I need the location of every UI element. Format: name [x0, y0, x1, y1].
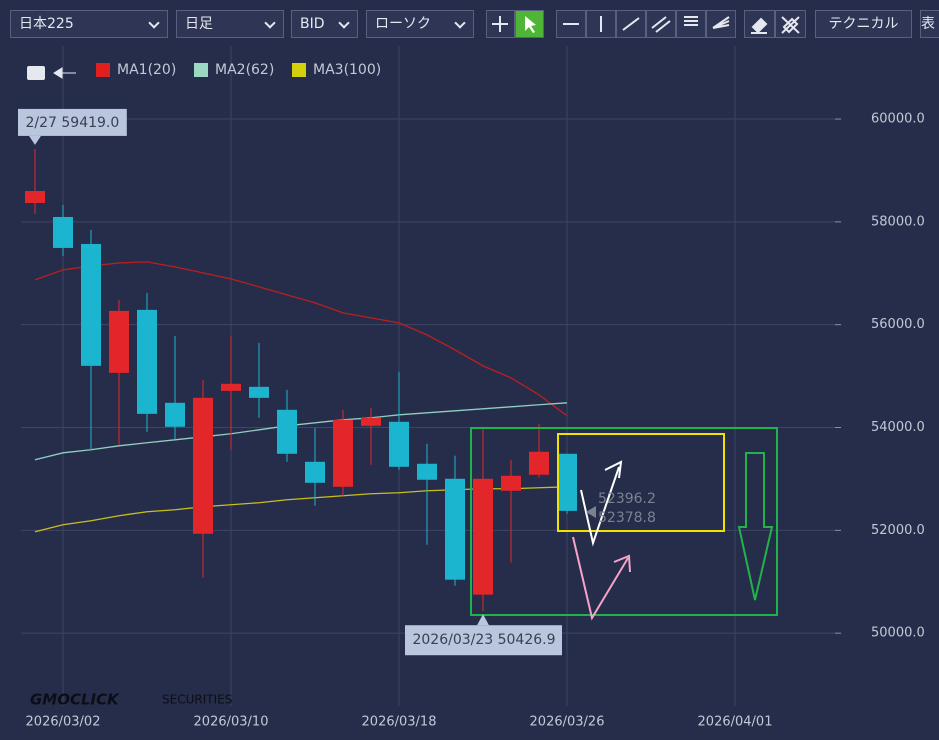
drawn-arrowhead [604, 460, 623, 479]
legend: MA1(20) MA2(62) MA3(100) [96, 62, 381, 78]
candle-body [445, 478, 465, 580]
fibo-button[interactable] [676, 10, 706, 38]
fan-button[interactable] [706, 10, 736, 38]
x-tick-label: 2026/03/18 [362, 715, 437, 730]
watermark: SECURITIES [162, 693, 232, 707]
candle-body [501, 475, 521, 491]
price-pointer [586, 506, 596, 518]
candle-body [81, 243, 101, 366]
candle-body [165, 402, 185, 427]
candle-body [109, 310, 129, 373]
y-tick-label: 60000.0 [871, 112, 925, 127]
tooltip-text: 2/27 59419.0 [26, 115, 120, 131]
x-tick-label: 2026/03/26 [530, 715, 605, 730]
erase-all-button[interactable] [775, 10, 806, 38]
price-select[interactable]: BID [291, 10, 358, 38]
x-tick-label: 2026/03/10 [194, 715, 269, 730]
legend-toggle[interactable] [53, 67, 76, 79]
drawn-arrow[interactable] [572, 536, 629, 621]
symbol-select[interactable]: 日本225 [10, 10, 168, 38]
y-tick-label: 50000.0 [871, 626, 925, 641]
vline-button[interactable] [586, 10, 616, 38]
crosshair-button[interactable] [486, 10, 515, 38]
legend-label: MA2(62) [215, 62, 274, 78]
drawn-arrowhead [613, 554, 631, 573]
y-tick-label: 54000.0 [871, 420, 925, 435]
trendline-button[interactable] [616, 10, 646, 38]
candle-body [249, 386, 269, 398]
hline-button[interactable] [556, 10, 586, 38]
price-label: 52378.8 [598, 510, 656, 526]
x-tick-label: 2026/04/01 [698, 715, 773, 730]
candle-body [53, 216, 73, 248]
candle-body [137, 309, 157, 414]
y-tick-label: 52000.0 [871, 523, 925, 538]
x-tick-label: 2026/03/02 [26, 715, 101, 730]
price-label: 52396.2 [598, 491, 656, 507]
style-select[interactable]: ローソク [366, 10, 474, 38]
legend-label: MA1(20) [117, 62, 176, 78]
candle-body [25, 191, 45, 203]
erase-button[interactable] [744, 10, 775, 38]
drawn-rectangle[interactable] [557, 433, 725, 532]
ma-line [34, 261, 568, 417]
candle-body [417, 463, 437, 480]
candle-body [305, 461, 325, 483]
tooltip-pointer [477, 614, 489, 626]
drawn-arrow[interactable] [737, 452, 774, 601]
tooltip-text: 2026/03/23 50426.9 [412, 632, 555, 648]
channel-button[interactable] [646, 10, 676, 38]
candle-body [193, 397, 213, 534]
candle-body [389, 421, 409, 467]
legend-swatch [292, 63, 306, 77]
drawn-rectangle[interactable] [470, 427, 778, 616]
legend-icon[interactable] [27, 66, 45, 80]
price-tooltip [18, 108, 127, 136]
technical-button[interactable]: テクニカル [815, 10, 912, 38]
candle-body [333, 419, 353, 487]
legend-swatch [96, 63, 110, 77]
candle-body [557, 453, 577, 511]
legend-swatch [194, 63, 208, 77]
candle-body [473, 478, 493, 595]
price-tooltip [405, 625, 562, 656]
candle-body [529, 451, 549, 475]
candle-body [277, 409, 297, 454]
pointer-button[interactable] [515, 10, 544, 38]
tooltip-pointer [29, 135, 41, 145]
candles [25, 148, 577, 612]
annotations: 2/27 59419.0 2026/03/23 50426.9 52396.2 523… [18, 108, 656, 656]
period-select[interactable]: 日足 [176, 10, 284, 38]
ma-line [34, 402, 568, 461]
drawn-arrow[interactable] [580, 466, 620, 547]
y-tick-label: 58000.0 [871, 214, 925, 229]
candle-body [361, 417, 381, 426]
toolbar: 日本225 日足 BID ローソク テクニカル 表 [0, 0, 939, 46]
legend-label: MA3(100) [313, 62, 381, 78]
candle-body [221, 383, 241, 391]
watermark: GMOCLICK [30, 691, 120, 709]
table-button[interactable]: 表 [920, 10, 939, 38]
y-tick-label: 56000.0 [871, 317, 925, 332]
